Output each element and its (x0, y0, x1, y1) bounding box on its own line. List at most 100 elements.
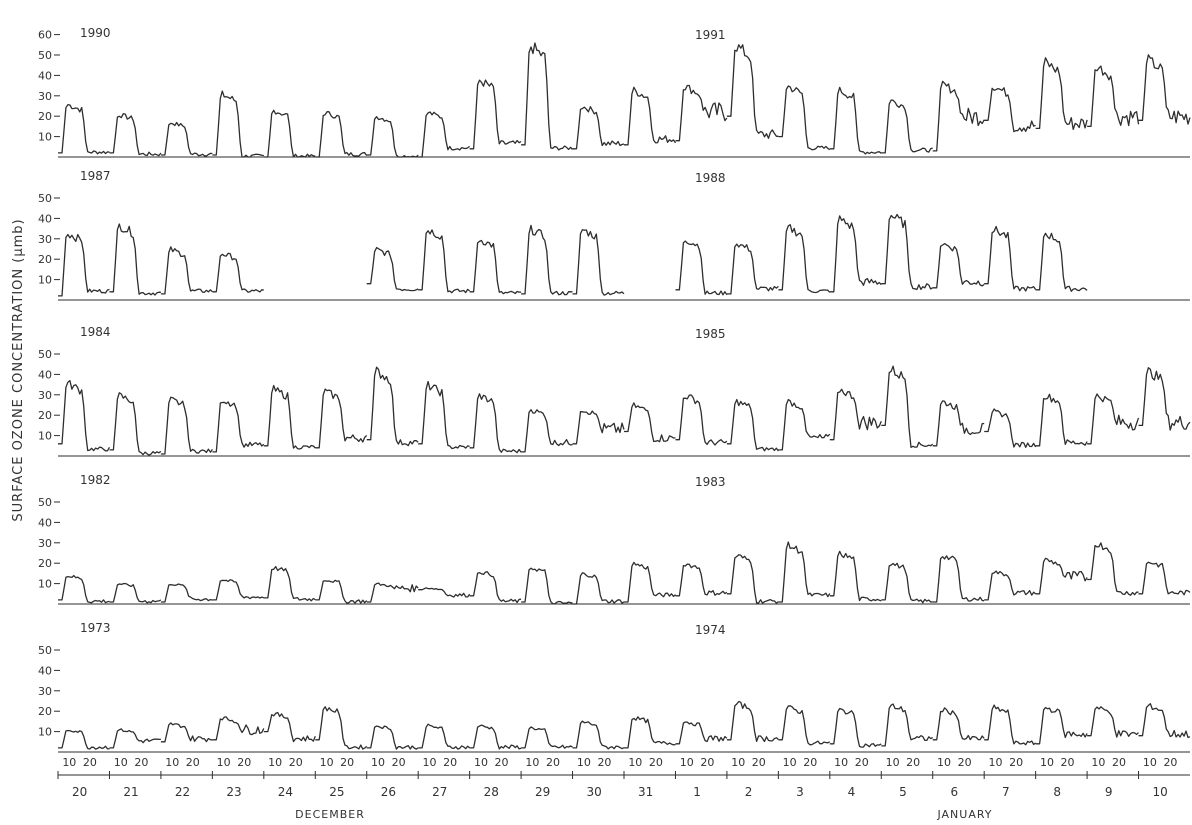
hour-tick-label: 20 (700, 756, 714, 769)
hour-tick-label: 20 (1163, 756, 1177, 769)
day-label: 21 (123, 785, 138, 799)
day-label: 27 (432, 785, 447, 799)
series-day-trace (1035, 57, 1088, 131)
day-label: 6 (951, 785, 959, 799)
series-day-trace (315, 111, 368, 158)
series-day-trace (212, 579, 265, 601)
day-label: 28 (484, 785, 499, 799)
series-day-trace (726, 554, 779, 604)
series-day-trace (521, 567, 573, 605)
series-day-trace (1035, 557, 1088, 595)
series-day-trace (58, 574, 110, 604)
hour-tick-label: 10 (577, 756, 591, 769)
series-day-trace (521, 409, 573, 453)
series-day-trace (881, 703, 933, 747)
series-day-trace (726, 700, 779, 743)
series-day-trace (212, 252, 264, 293)
panel-year-label-start: 1982 (80, 473, 111, 487)
hour-tick-label: 20 (1112, 756, 1126, 769)
y-tick-label: 10 (38, 274, 52, 287)
series-day-trace (675, 240, 728, 296)
series-day-trace (984, 704, 1037, 746)
panel-1987-1988: 10 20 30 40 50 1987 1988 (38, 169, 1190, 301)
series-day-trace (1138, 367, 1191, 431)
series-day-trace (572, 572, 625, 605)
hour-tick-label: 20 (134, 756, 148, 769)
series-day-trace (1035, 706, 1088, 745)
hour-tick-label: 10 (114, 756, 128, 769)
day-label: 3 (796, 785, 804, 799)
hour-tick-label: 10 (834, 756, 848, 769)
series-day-trace (932, 80, 985, 152)
month-label-january: JANUARY (936, 808, 992, 821)
series-day-trace (160, 246, 213, 295)
hour-tick-label: 20 (546, 756, 560, 769)
series-day-trace (469, 79, 522, 150)
series-day-trace (778, 705, 831, 746)
hour-tick-label: 10 (217, 756, 231, 769)
hour-tick-label: 10 (680, 756, 694, 769)
series-day-trace (160, 121, 213, 157)
panel-year-label-end: 1985 (695, 327, 726, 341)
day-label: 24 (278, 785, 293, 799)
day-label: 29 (535, 785, 550, 799)
hour-tick-label: 20 (289, 756, 303, 769)
series-day-trace (1087, 393, 1140, 445)
day-label: 2 (745, 785, 753, 799)
series-day-trace (418, 380, 470, 450)
hour-tick-label: 20 (855, 756, 869, 769)
series-day-trace (829, 388, 882, 441)
y-tick-label: 50 (38, 348, 52, 361)
series-day-trace (212, 90, 264, 158)
panel-year-label-start: 1973 (80, 621, 111, 635)
series-day-trace (366, 246, 419, 292)
y-tick-label: 20 (38, 705, 52, 718)
hour-tick-label: 20 (958, 756, 972, 769)
series-day-trace (932, 400, 985, 447)
hour-tick-label: 20 (392, 756, 406, 769)
day-label: 5 (899, 785, 907, 799)
series-day-trace (572, 720, 625, 750)
series-day-trace (315, 706, 368, 750)
series-day-trace (58, 104, 110, 155)
series-day-trace (881, 365, 934, 448)
series-day-trace (881, 213, 934, 291)
series-day-trace (624, 716, 676, 749)
hour-tick-label: 20 (83, 756, 97, 769)
day-label: 23 (226, 785, 241, 799)
series-day-trace (418, 229, 471, 294)
series-day-trace (212, 401, 265, 453)
panel-year-label-end: 1991 (695, 28, 726, 42)
series-day-trace (778, 398, 831, 451)
series-day-trace (366, 725, 419, 750)
series-day-trace (212, 716, 265, 741)
y-tick-label: 20 (38, 253, 52, 266)
panel-1990-1991: 10 20 30 40 50 60 1990 1991 (38, 26, 1191, 158)
y-tick-label: 10 (38, 131, 52, 144)
hour-tick-label: 20 (803, 756, 817, 769)
series-day-trace (469, 393, 522, 454)
series-day-trace (521, 224, 573, 296)
day-label: 8 (1053, 785, 1061, 799)
hour-tick-label: 20 (1061, 756, 1075, 769)
day-label: 22 (175, 785, 190, 799)
series-day-trace (366, 582, 419, 603)
y-tick-label: 40 (38, 69, 52, 82)
series-day-trace (469, 239, 522, 295)
panel-year-label-start: 1984 (80, 325, 111, 339)
y-tick-label: 50 (38, 192, 52, 205)
y-tick-label: 40 (38, 212, 52, 225)
series-day-trace (829, 550, 882, 602)
series-day-trace (263, 711, 316, 743)
y-axis-title: SURFACE OZONE CONCENTRATION (μmb) (11, 218, 26, 521)
series-day-trace (1035, 232, 1088, 292)
y-tick-label: 10 (38, 726, 52, 739)
hour-tick-label: 20 (752, 756, 766, 769)
y-tick-label: 20 (38, 409, 52, 422)
y-tick-label: 50 (38, 644, 52, 657)
hour-tick-label: 10 (165, 756, 179, 769)
hour-tick-label: 20 (1009, 756, 1023, 769)
day-label: 7 (1002, 785, 1010, 799)
